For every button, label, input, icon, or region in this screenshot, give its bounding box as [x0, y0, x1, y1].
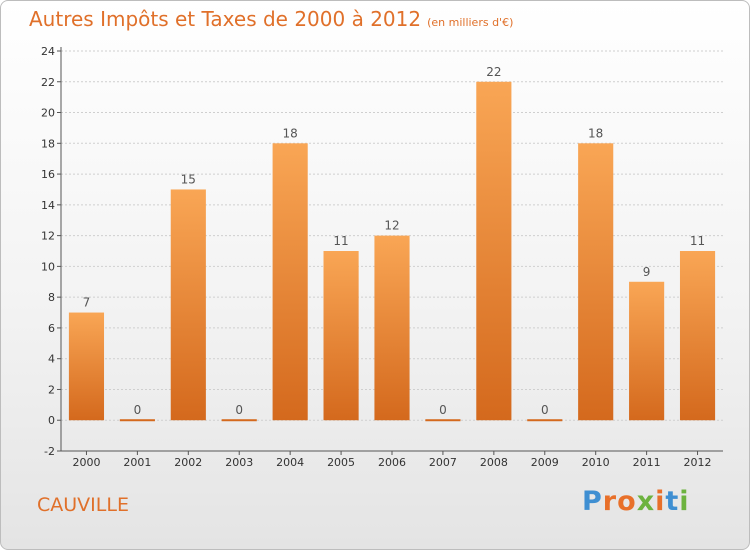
- x-tick-label: 2007: [429, 456, 457, 469]
- bar: [272, 143, 308, 421]
- y-tick-label: 4: [48, 353, 55, 366]
- y-tick-label: 8: [48, 291, 55, 304]
- bar: [527, 419, 563, 422]
- logo-letter: i: [679, 486, 690, 517]
- logo-letter: P: [582, 486, 603, 517]
- x-tick-label: 2008: [480, 456, 508, 469]
- data-label: 11: [333, 234, 348, 248]
- data-label: 18: [283, 126, 298, 140]
- x-tick-label: 2001: [123, 456, 151, 469]
- y-tick-label: 12: [41, 230, 55, 243]
- data-label: 0: [439, 403, 447, 417]
- location-name: CAUVILLE: [37, 494, 129, 516]
- bar: [68, 312, 105, 421]
- chart-title-text: Autres Impôts et Taxes de 2000 à 2012: [29, 7, 422, 31]
- x-tick-label: 2003: [225, 456, 253, 469]
- bar: [476, 81, 512, 421]
- x-tick-label: 2000: [72, 456, 100, 469]
- y-tick-label: 0: [48, 414, 55, 427]
- x-tick-label: 2009: [531, 456, 559, 469]
- bar: [374, 235, 410, 421]
- proxiti-logo[interactable]: Proxiti: [582, 486, 690, 517]
- y-tick-label: -2: [44, 445, 55, 458]
- bar: [425, 419, 461, 422]
- data-label: 22: [486, 65, 501, 79]
- data-label: 12: [384, 219, 399, 233]
- logo-letter: o: [617, 486, 637, 517]
- x-tick-label: 2010: [582, 456, 610, 469]
- bar: [323, 251, 359, 421]
- x-tick-label: 2004: [276, 456, 304, 469]
- data-label: 9: [643, 265, 651, 279]
- bar: [629, 281, 665, 421]
- bar: [119, 419, 155, 422]
- data-label: 7: [83, 296, 91, 310]
- x-tick-label: 2005: [327, 456, 355, 469]
- x-tick-label: 2006: [378, 456, 406, 469]
- bar: [170, 189, 206, 421]
- y-tick-label: 22: [41, 76, 55, 89]
- chart-title: Autres Impôts et Taxes de 2000 à 2012 (en…: [29, 7, 513, 31]
- y-tick-label: 20: [41, 107, 55, 120]
- y-tick-label: 24: [41, 45, 55, 58]
- data-label: 11: [690, 234, 705, 248]
- y-tick-label: 6: [48, 322, 55, 335]
- x-tick-label: 2011: [633, 456, 661, 469]
- logo-letter: r: [602, 486, 618, 517]
- bar: [578, 143, 614, 421]
- data-label: 0: [235, 403, 243, 417]
- bar: [679, 251, 716, 421]
- y-tick-label: 14: [41, 199, 55, 212]
- y-tick-label: 16: [41, 168, 55, 181]
- data-label: 0: [541, 403, 549, 417]
- logo-letter: x: [636, 486, 656, 517]
- data-label: 18: [588, 126, 603, 140]
- x-tick-label: 2012: [684, 456, 712, 469]
- chart-subtitle: (en milliers d'€): [427, 16, 514, 29]
- y-tick-label: 2: [48, 383, 55, 396]
- y-tick-label: 18: [41, 137, 55, 150]
- data-label: 0: [134, 403, 142, 417]
- bar: [221, 419, 257, 422]
- data-label: 15: [181, 172, 196, 186]
- logo-letter: i: [655, 486, 666, 517]
- x-tick-label: 2002: [174, 456, 202, 469]
- y-tick-label: 10: [41, 260, 55, 273]
- logo-letter: t: [665, 486, 680, 517]
